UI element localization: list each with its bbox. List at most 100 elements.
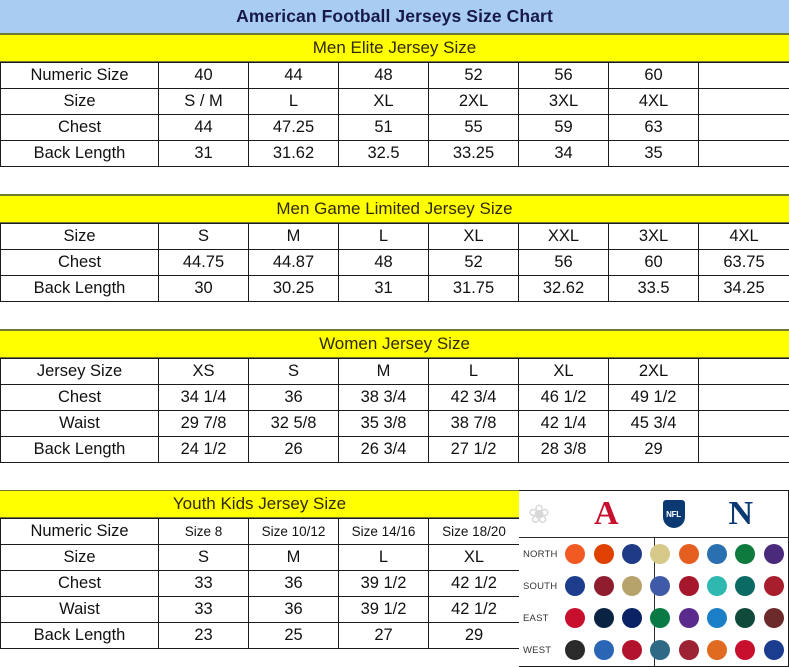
cell: 39 1/2 [338, 596, 429, 623]
table-women: Jersey Size XS S M L XL 2XL Chest 34 1/4… [0, 358, 789, 463]
cell: 56 [518, 249, 609, 276]
nfc-logo: N [694, 497, 789, 531]
row-label: Back Length [0, 622, 159, 649]
cell-empty [698, 358, 789, 385]
cell: 27 1/2 [428, 436, 519, 463]
cell: 46 1/2 [518, 384, 609, 411]
cell: XL [428, 223, 519, 250]
cell: 55 [428, 114, 519, 141]
table-row: Waist 29 7/8 32 5/8 35 3/8 38 7/8 42 1/4… [0, 410, 789, 437]
cell: 34.25 [698, 275, 789, 302]
afc-south-logos [561, 576, 675, 596]
nfc-north-logos [675, 544, 789, 564]
cell: 33.25 [428, 140, 519, 167]
cell: 23 [158, 622, 249, 649]
cell: 32 5/8 [248, 410, 339, 437]
cell: 31.62 [248, 140, 339, 167]
division-row-north: NORTH [519, 538, 788, 570]
bottom-section: Youth Kids Jersey Size Numeric Size Size… [0, 490, 789, 667]
team-logo [650, 640, 671, 660]
nfl-teams-panel: ❀ A NFL N NORTH [519, 490, 789, 667]
cell: 26 [248, 436, 339, 463]
table-row: Numeric Size Size 8 Size 10/12 Size 14/1… [0, 518, 520, 545]
team-logo [678, 608, 699, 628]
section-banner-youth: Youth Kids Jersey Size [0, 490, 519, 518]
cell: 60 [608, 249, 699, 276]
cell: 27 [338, 622, 429, 649]
cell: Size 14/16 [338, 518, 429, 545]
cell: XL [428, 544, 520, 571]
cell: 35 [608, 140, 699, 167]
table-row: Back Length 31 31.62 32.5 33.25 34 35 [0, 140, 789, 167]
team-logo [593, 544, 614, 564]
team-logo [593, 608, 614, 628]
row-label: Size [0, 88, 159, 115]
cell: 39 1/2 [338, 570, 429, 597]
cell: 36 [248, 596, 339, 623]
team-logo [565, 544, 586, 564]
division-row-south: SOUTH [519, 570, 788, 602]
cell: 36 [248, 384, 339, 411]
row-label: Chest [0, 114, 159, 141]
cell: 28 3/8 [518, 436, 609, 463]
cell-empty [698, 114, 789, 141]
table-row: Chest 44 47.25 51 55 59 63 [0, 114, 789, 141]
cell: 63.75 [698, 249, 789, 276]
cell: S [248, 358, 339, 385]
cell: 24 1/2 [158, 436, 249, 463]
division-rows: NORTH SOUTH [519, 538, 788, 666]
team-logo [565, 576, 586, 596]
table-row: Size S / M L XL 2XL 3XL 4XL [0, 88, 789, 115]
cell: 3XL [518, 88, 609, 115]
afc-north-logos [561, 544, 675, 564]
table-row: Back Length 30 30.25 31 31.75 32.62 33.5… [0, 275, 789, 302]
team-logo [707, 576, 728, 596]
nfc-east-logos [675, 608, 789, 628]
nfc-west-logos [675, 640, 789, 660]
cell: 45 3/4 [608, 410, 699, 437]
section-spacer [0, 463, 789, 490]
team-logo [565, 640, 586, 660]
table-row: Chest 44.75 44.87 48 52 56 60 63.75 [0, 249, 789, 276]
youth-section: Youth Kids Jersey Size Numeric Size Size… [0, 490, 520, 667]
cell: 63 [608, 114, 699, 141]
section-spacer [0, 167, 789, 195]
cell: Size 10/12 [248, 518, 339, 545]
cell: Size 18/20 [428, 518, 520, 545]
row-label: Chest [0, 570, 159, 597]
row-label: Chest [0, 249, 159, 276]
cell: 52 [428, 249, 519, 276]
cell-empty [698, 384, 789, 411]
cell: 30 [158, 275, 249, 302]
cell: M [338, 358, 429, 385]
team-logo [593, 576, 614, 596]
nfl-shield-label: NFL [662, 500, 685, 528]
team-logo [707, 608, 728, 628]
cell: 51 [338, 114, 429, 141]
cell: XS [158, 358, 249, 385]
cell: L [428, 358, 519, 385]
page-title: American Football Jerseys Size Chart [0, 0, 789, 34]
team-logo [593, 640, 614, 660]
row-label: Chest [0, 384, 159, 411]
cell: 44.87 [248, 249, 339, 276]
table-row: Chest 34 1/4 36 38 3/4 42 3/4 46 1/2 49 … [0, 384, 789, 411]
cell-empty [698, 410, 789, 437]
cell: 42 3/4 [428, 384, 519, 411]
cell: 29 [428, 622, 520, 649]
cell: 26 3/4 [338, 436, 429, 463]
cell: 47.25 [248, 114, 339, 141]
cell: 4XL [608, 88, 699, 115]
cell: 33.5 [608, 275, 699, 302]
cell: 25 [248, 622, 339, 649]
cell: 52 [428, 62, 519, 89]
cell: 2XL [608, 358, 699, 385]
team-logo [763, 576, 784, 596]
nfc-south-logos [675, 576, 789, 596]
cell: L [338, 223, 429, 250]
conference-header: ❀ A NFL N [519, 491, 788, 538]
team-logo [621, 544, 642, 564]
cell: 42 1/2 [428, 570, 520, 597]
cell: 32.62 [518, 275, 609, 302]
table-men-game-limited: Size S M L XL XXL 3XL 4XL Chest 44.75 44… [0, 223, 789, 302]
